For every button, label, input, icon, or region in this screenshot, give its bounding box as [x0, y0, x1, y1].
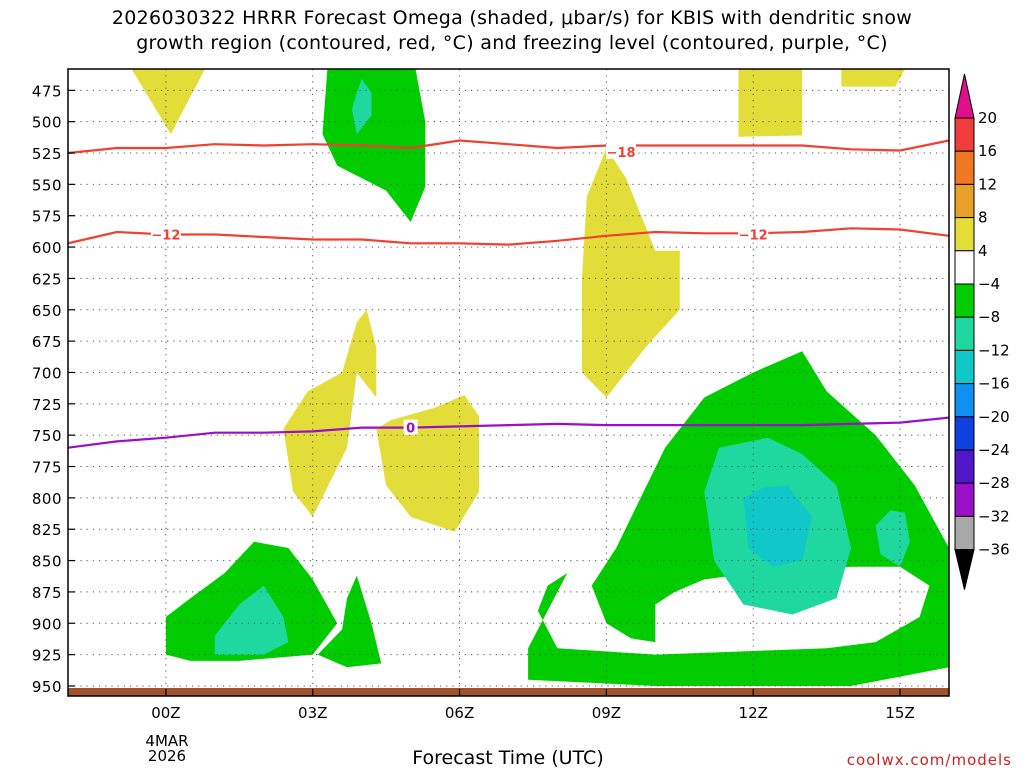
colorbar-swatch — [954, 482, 975, 517]
colorbar-label: 16 — [978, 142, 997, 160]
x-tick-label: 09Z — [592, 704, 621, 722]
colorbar-label: −28 — [978, 474, 1010, 492]
colorbar-swatch — [954, 217, 975, 252]
y-tick-label: 575 — [32, 208, 62, 226]
colorbar-swatch — [954, 449, 975, 484]
contour-line-2 — [68, 416, 949, 449]
omega-region-4 — [283, 309, 377, 517]
y-tick-label: 700 — [32, 364, 62, 382]
credit-link[interactable]: coolwx.com/models — [847, 751, 1012, 768]
colorbar-legend: 20 16 12 8 4 −4 −8 −12 −16 −20 −24 −28 −32 −36 — [954, 73, 1010, 590]
omega-region-0 — [131, 69, 205, 135]
x-tick-label: 00Z — [151, 704, 180, 722]
colorbar-swatch — [954, 117, 975, 152]
chart-title-line-1: 2026030322 HRRR Forecast Omega (shaded, … — [111, 7, 913, 29]
colorbar-swatch — [954, 150, 975, 185]
contour-line-1 — [68, 227, 949, 246]
y-tick-label: 825 — [32, 521, 62, 539]
y-tick-label: 725 — [32, 396, 62, 414]
colorbar-swatch — [954, 283, 975, 318]
y-tick-label: 625 — [32, 270, 62, 288]
contour-label-bg — [403, 419, 418, 435]
omega-region-11 — [214, 585, 289, 655]
y-tick-label: 600 — [32, 239, 62, 257]
ground-terrain — [68, 688, 949, 696]
colorbar-label: 12 — [978, 175, 997, 193]
y-tick-label: 800 — [32, 490, 62, 508]
omega-region-1 — [738, 69, 803, 137]
colorbar-swatch — [954, 316, 975, 351]
y-tick-label: 850 — [32, 553, 62, 571]
x-tick-label: 03Z — [298, 704, 327, 722]
colorbar-swatch — [954, 515, 975, 551]
date-label-month: 4MAR — [145, 732, 188, 750]
colorbar-swatch — [954, 183, 975, 219]
omega-region-13 — [875, 510, 910, 567]
omega-region-8 — [317, 575, 382, 668]
colorbar-label: −20 — [978, 408, 1010, 426]
y-tick-label: 525 — [32, 145, 62, 163]
contour-line-0 — [68, 139, 949, 155]
colorbar-swatch — [954, 416, 975, 451]
omega-region-14 — [743, 485, 812, 567]
x-tick-label: 06Z — [445, 704, 474, 722]
grid-lines — [68, 69, 949, 696]
y-tick-label: 750 — [32, 427, 62, 445]
y-tick-label: 550 — [32, 176, 62, 194]
pressure-axis: 475 500 525 550 575 600 625 650 675 700 725 750 775 8… — [32, 82, 75, 696]
colorbar-swatch — [954, 383, 975, 418]
x-tick-label: 12Z — [739, 704, 768, 722]
y-tick-label: 875 — [32, 584, 62, 602]
omega-region-2 — [841, 69, 905, 87]
colorbar-label: −36 — [978, 541, 1010, 559]
plot-frame — [67, 68, 950, 697]
omega-region-3 — [581, 148, 680, 398]
colorbar-label: −32 — [978, 507, 1010, 525]
y-tick-label: 925 — [32, 647, 62, 665]
contour-label: 0 — [406, 422, 415, 437]
colorbar-label: −16 — [978, 375, 1010, 393]
contour-label-bg — [606, 143, 637, 159]
y-tick-label: 475 — [32, 82, 62, 100]
contour-label: −18 — [607, 146, 636, 161]
y-tick-label: 950 — [32, 678, 62, 696]
omega-region-10 — [351, 79, 372, 135]
contour-label-bg — [738, 226, 769, 242]
colorbar-swatch-bottom — [954, 549, 975, 590]
y-tick-label: 675 — [32, 333, 62, 351]
colorbar-label: −4 — [978, 275, 1000, 293]
contour-label: −12 — [151, 229, 180, 244]
colorbar-label: −8 — [978, 308, 1000, 326]
time-axis: 00Z 03Z 06Z 09Z 12Z 15Z — [151, 689, 915, 722]
date-label-year: 2026 — [148, 747, 186, 765]
colorbar-label: 8 — [978, 209, 988, 227]
chart-title-line-2: growth region (contoured, red, °C) and f… — [136, 32, 888, 54]
contour-label: −12 — [739, 229, 768, 244]
y-tick-label: 900 — [32, 615, 62, 633]
colorbar-swatch-top — [954, 73, 975, 119]
x-tick-label: 15Z — [885, 704, 914, 722]
y-tick-label: 775 — [32, 459, 62, 477]
colorbar-label: −24 — [978, 441, 1010, 459]
colorbar-label: −12 — [978, 341, 1010, 359]
colorbar-label: 4 — [978, 242, 988, 260]
colorbar-label: 20 — [978, 109, 997, 127]
colorbar-swatch — [954, 250, 975, 285]
colorbar-swatch — [954, 349, 975, 385]
y-tick-label: 500 — [32, 114, 62, 132]
contour-layer: −18 −12 −12 0 — [68, 139, 949, 449]
y-tick-label: 650 — [32, 302, 62, 320]
x-axis-title: Forecast Time (UTC) — [412, 747, 603, 768]
contour-label-bg — [150, 226, 181, 242]
